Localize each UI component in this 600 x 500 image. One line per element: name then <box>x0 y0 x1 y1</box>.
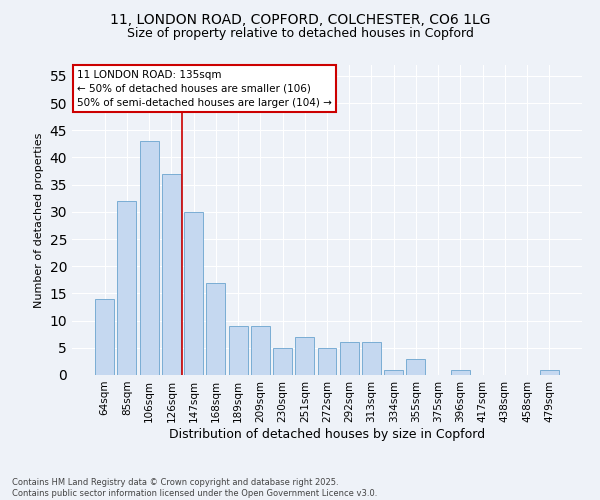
Text: Contains HM Land Registry data © Crown copyright and database right 2025.
Contai: Contains HM Land Registry data © Crown c… <box>12 478 377 498</box>
Bar <box>251 326 270 375</box>
Y-axis label: Number of detached properties: Number of detached properties <box>34 132 44 308</box>
Bar <box>95 299 114 375</box>
Bar <box>162 174 181 375</box>
Text: 11, LONDON ROAD, COPFORD, COLCHESTER, CO6 1LG: 11, LONDON ROAD, COPFORD, COLCHESTER, CO… <box>110 12 490 26</box>
Bar <box>118 201 136 375</box>
Bar <box>340 342 359 375</box>
Bar <box>273 348 292 375</box>
Bar <box>140 141 158 375</box>
Bar <box>451 370 470 375</box>
Bar <box>384 370 403 375</box>
Bar <box>540 370 559 375</box>
Bar <box>362 342 381 375</box>
Bar <box>229 326 248 375</box>
Bar <box>206 282 225 375</box>
Bar <box>317 348 337 375</box>
X-axis label: Distribution of detached houses by size in Copford: Distribution of detached houses by size … <box>169 428 485 440</box>
Bar <box>295 337 314 375</box>
Bar <box>406 358 425 375</box>
Bar <box>184 212 203 375</box>
Text: Size of property relative to detached houses in Copford: Size of property relative to detached ho… <box>127 28 473 40</box>
Text: 11 LONDON ROAD: 135sqm
← 50% of detached houses are smaller (106)
50% of semi-de: 11 LONDON ROAD: 135sqm ← 50% of detached… <box>77 70 332 108</box>
